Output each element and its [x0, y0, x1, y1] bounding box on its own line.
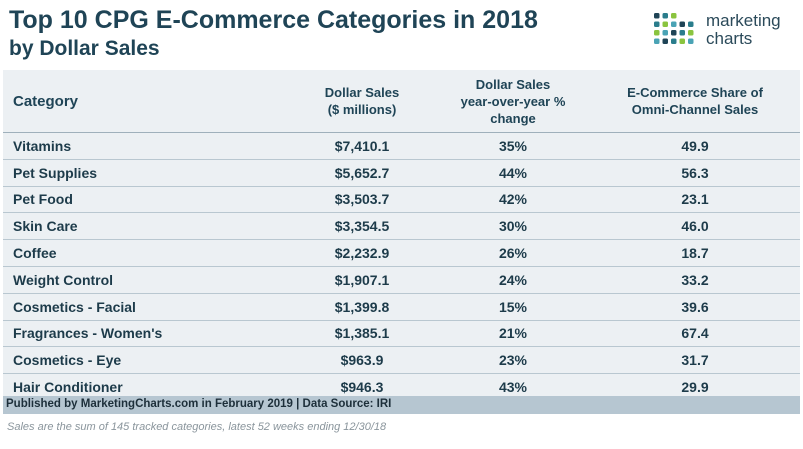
table-cell-yoy-change: 24% [498, 271, 528, 288]
source-bar: Published by MarketingCharts.com in Febr… [3, 396, 800, 414]
table-cell-dollar-sales: $1,385.1 [334, 325, 390, 342]
table-row: Fragrances - Women's $1,385.1 21% 67.4 [3, 320, 800, 347]
logo-dot [671, 21, 677, 27]
table-cell-ecommerce-share: 49.9 [681, 137, 709, 154]
table-cell-category: Cosmetics - Facial [13, 298, 136, 315]
table-cell-ecommerce-share: 56.3 [681, 164, 709, 181]
logo-dot [654, 13, 660, 19]
table-row: Cosmetics - Eye $963.9 23% 31.7 [3, 347, 800, 374]
table-cell-ecommerce-share: 67.4 [681, 325, 709, 342]
column-header-text: Omni-Channel Sales [631, 102, 759, 117]
table-cell-category: Pet Food [13, 191, 73, 208]
table-cell-dollar-sales: $7,410.1 [334, 137, 390, 154]
column-header-text: Category [13, 92, 79, 110]
table-cell-dollar-sales: $5,652.7 [334, 164, 390, 181]
logo-dot [679, 21, 685, 27]
table-cell-ecommerce-share: 46.0 [681, 218, 709, 235]
logo-dot [688, 38, 694, 44]
table-row: Pet Supplies $5,652.7 44% 56.3 [3, 159, 800, 187]
table-cell-dollar-sales: $1,907.1 [334, 271, 390, 288]
table-cell-yoy-change: 21% [498, 325, 528, 342]
table-cell-ecommerce-share: 39.6 [681, 298, 709, 315]
table-cell-category: Hair Conditioner [13, 379, 123, 396]
logo-dot [654, 21, 660, 27]
table-cell-ecommerce-share: 23.1 [681, 191, 709, 208]
column-header-3: E-Commerce Share of Omni-Channel Sales [590, 70, 800, 133]
table-cell-category: Pet Supplies [13, 164, 98, 181]
source-text: Published by MarketingCharts.com in Febr… [6, 398, 392, 410]
logo-dots-icon [654, 13, 694, 44]
logo-dot [662, 13, 668, 19]
table-cell-yoy-change: 26% [498, 245, 528, 262]
table-header-row: Category Dollar Sales ($ millions) Dollar S… [3, 70, 800, 133]
page-title: Top 10 CPG E-Commerce Categories in 2018 [9, 6, 538, 34]
table-cell-dollar-sales: $963.9 [340, 352, 384, 369]
table-row: Hair Conditioner $946.3 43% 29.9 [3, 374, 800, 400]
table-row: Cosmetics - Facial $1,399.8 15% 39.6 [3, 293, 800, 321]
data-table: Category Dollar Sales ($ millions) Dollar S… [3, 70, 800, 400]
column-header-text: Dollar Sales [324, 85, 400, 100]
table-row: Weight Control $1,907.1 24% 33.2 [3, 266, 800, 294]
logo-dot [662, 21, 668, 27]
page-subtitle: by Dollar Sales [9, 37, 160, 60]
table-row: Pet Food $3,503.7 42% 23.1 [3, 186, 800, 213]
table-cell-yoy-change: 15% [498, 298, 528, 315]
column-header-1: Dollar Sales ($ millions) [288, 70, 436, 133]
table-cell-dollar-sales: $946.3 [340, 379, 384, 396]
logo-dot [679, 38, 685, 44]
table-cell-category: Skin Care [13, 218, 78, 235]
table-cell-ecommerce-share: 29.9 [681, 379, 709, 396]
table-cell-yoy-change: 30% [498, 218, 528, 235]
logo-dot [654, 30, 660, 36]
table-cell-yoy-change: 44% [498, 164, 528, 181]
column-header-2: Dollar Sales year-over-year % change [436, 70, 590, 133]
column-header-text: Dollar Sales [475, 76, 551, 92]
logo-dot [671, 30, 677, 36]
table-cell-category: Cosmetics - Eye [13, 352, 122, 369]
logo-dot [662, 38, 668, 44]
table-row: Skin Care $3,354.5 30% 46.0 [3, 213, 800, 240]
logo-dot [688, 30, 694, 36]
table-cell-category: Coffee [13, 245, 57, 262]
table-body: Vitamins $7,410.1 35% 49.9 Pet Supplies $5,65… [3, 133, 800, 400]
logo-dot [671, 38, 677, 44]
table-row: Coffee $2,232.9 26% 18.7 [3, 240, 800, 267]
logo-dot [654, 38, 660, 44]
table-cell-ecommerce-share: 18.7 [681, 245, 709, 262]
table-cell-yoy-change: 35% [498, 137, 528, 154]
table-cell-category: Weight Control [13, 271, 114, 288]
column-header-text: ($ millions) [327, 102, 397, 117]
data-table-panel: Category Dollar Sales ($ millions) Dollar S… [3, 70, 800, 396]
table-cell-yoy-change: 23% [498, 352, 528, 369]
logo-text-line1: marketing [706, 11, 781, 30]
logo-dot [662, 30, 668, 36]
logo-dot [671, 13, 677, 19]
table-cell-dollar-sales: $2,232.9 [334, 245, 390, 262]
table-cell-ecommerce-share: 33.2 [681, 271, 709, 288]
table-cell-dollar-sales: $1,399.8 [334, 298, 390, 315]
logo-text: marketing charts [706, 12, 781, 48]
column-header-0: Category [3, 70, 288, 133]
table-cell-yoy-change: 43% [498, 379, 528, 396]
table-cell-dollar-sales: $3,503.7 [334, 191, 390, 208]
logo-dot [679, 30, 685, 36]
column-header-text: change [490, 110, 536, 126]
table-cell-category: Vitamins [13, 137, 72, 154]
table-cell-yoy-change: 42% [498, 191, 528, 208]
table-cell-ecommerce-share: 31.7 [681, 352, 709, 369]
logo-text-line2: charts [706, 29, 753, 48]
table-cell-dollar-sales: $3,354.5 [334, 218, 390, 235]
logo-dot [688, 21, 694, 27]
table-cell-category: Fragrances - Women's [13, 325, 163, 342]
table-row: Vitamins $7,410.1 35% 49.9 [3, 133, 800, 160]
column-header-text: E-Commerce Share of [627, 85, 763, 100]
marketingcharts-logo: marketing charts [654, 11, 794, 51]
footnote: Sales are the sum of 145 tracked categor… [7, 421, 387, 433]
column-header-text: year-over-year % [460, 93, 566, 109]
